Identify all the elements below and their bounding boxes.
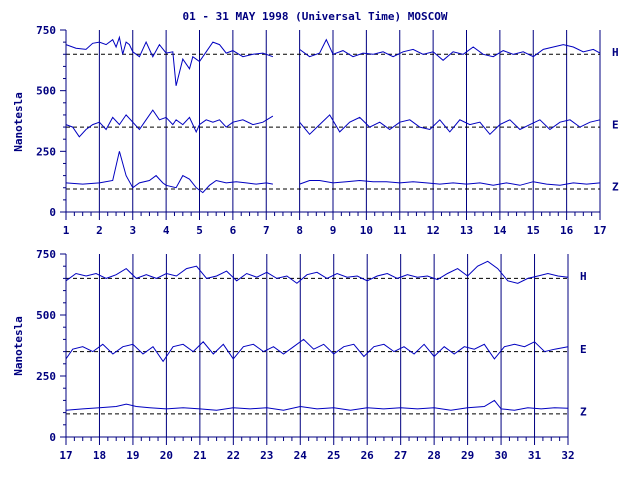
bottom-x-tick-label: 25: [327, 449, 340, 462]
bottom-x-tick-label: 20: [160, 449, 173, 462]
top-y-tick-label: 500: [36, 85, 56, 98]
top-trace-h: [65, 35, 601, 86]
bottom-x-tick-label: 28: [428, 449, 441, 462]
bottom-x-tick-label: 23: [260, 449, 273, 462]
bottom-grid: [65, 254, 569, 437]
bottom-x-tick-label: 24: [294, 449, 308, 462]
top-x-tick-label: 12: [427, 224, 440, 237]
top-panel: Nanotesla 1 2 3 4 5 6 7 8 9 10 11 12 13 14 15 16 1702505…: [12, 24, 619, 237]
bottom-x-tick-label: 29: [461, 449, 474, 462]
bottom-x-tick-label: 21: [193, 449, 207, 462]
top-x-tick-label: 17: [593, 224, 606, 237]
bottom-trace-e: [65, 338, 569, 363]
bottom-component-labels: H E Z: [580, 270, 587, 418]
top-grid: [65, 30, 601, 212]
bottom-baselines: [66, 277, 568, 415]
top-x-tick-label: 11: [393, 224, 407, 237]
top-component-label-e: E: [612, 119, 619, 132]
bottom-x-tick-label: 18: [93, 449, 106, 462]
bottom-y-tick-label: 500: [36, 309, 56, 322]
top-x-tick-label: 3: [129, 224, 136, 237]
top-traces: [65, 35, 601, 194]
bottom-x-tick-label: 30: [494, 449, 507, 462]
top-x-tick-label: 8: [296, 224, 303, 237]
bottom-y-tick-label: 0: [49, 431, 56, 444]
top-component-labels: H E Z: [612, 46, 619, 194]
top-x-tick-label: 13: [460, 224, 473, 237]
top-y-tick-label: 0: [49, 206, 56, 219]
bottom-trace-z: [65, 399, 569, 411]
bottom-component-label-z: Z: [580, 405, 587, 418]
bottom-x-tick-label: 17: [59, 449, 72, 462]
top-y-tick-label: 250: [36, 145, 56, 158]
top-y-tick-label: 750: [36, 24, 56, 37]
top-x-tick-label: 15: [527, 224, 540, 237]
top-x-tick-label: 10: [360, 224, 373, 237]
top-x-tick-label: 9: [330, 224, 337, 237]
bottom-component-label-h: H: [580, 270, 587, 283]
bottom-x-tick-label: 26: [361, 449, 375, 462]
bottom-y-tick-label: 250: [36, 370, 56, 383]
bottom-traces: [65, 260, 569, 411]
top-component-label-z: Z: [612, 181, 619, 194]
bottom-trace-h: [65, 260, 569, 284]
top-x-tick-label: 2: [96, 224, 103, 237]
bottom-x-tick-label: 27: [394, 449, 407, 462]
top-trace-e: [65, 109, 601, 138]
top-x-tick-label: 16: [560, 224, 574, 237]
chart-title: 01 - 31 MAY 1998 (Universal Time) MOSCOW: [183, 10, 448, 23]
top-trace-z: [65, 151, 601, 194]
bottom-axes: 17 18 19 20 21 22 23 24 25 26 27 28 29 30 31 32 0 250 500 7…: [36, 248, 575, 462]
bottom-component-label-e: E: [580, 343, 587, 356]
bottom-y-axis-label: Nanotesla: [12, 316, 25, 376]
top-x-tick-label: 14: [493, 224, 507, 237]
bottom-x-tick-label: 19: [126, 449, 139, 462]
top-x-tick-label: 6: [230, 224, 237, 237]
bottom-panel: Nanotesla 17 18 19 20 21 22 23 24 25 26 27 28 29 30 31…: [12, 248, 587, 462]
top-component-label-h: H: [612, 46, 619, 59]
top-x-tick-label: 7: [263, 224, 270, 237]
bottom-x-tick-label: 22: [227, 449, 240, 462]
bottom-x-tick-label: 31: [528, 449, 542, 462]
bottom-x-tick-label: 32: [561, 449, 574, 462]
top-x-tick-label: 4: [163, 224, 170, 237]
top-x-tick-label: 5: [196, 224, 203, 237]
top-x-tick-label: 1: [63, 224, 70, 237]
top-y-axis-label: Nanotesla: [12, 92, 25, 152]
bottom-y-tick-label: 750: [36, 248, 56, 261]
